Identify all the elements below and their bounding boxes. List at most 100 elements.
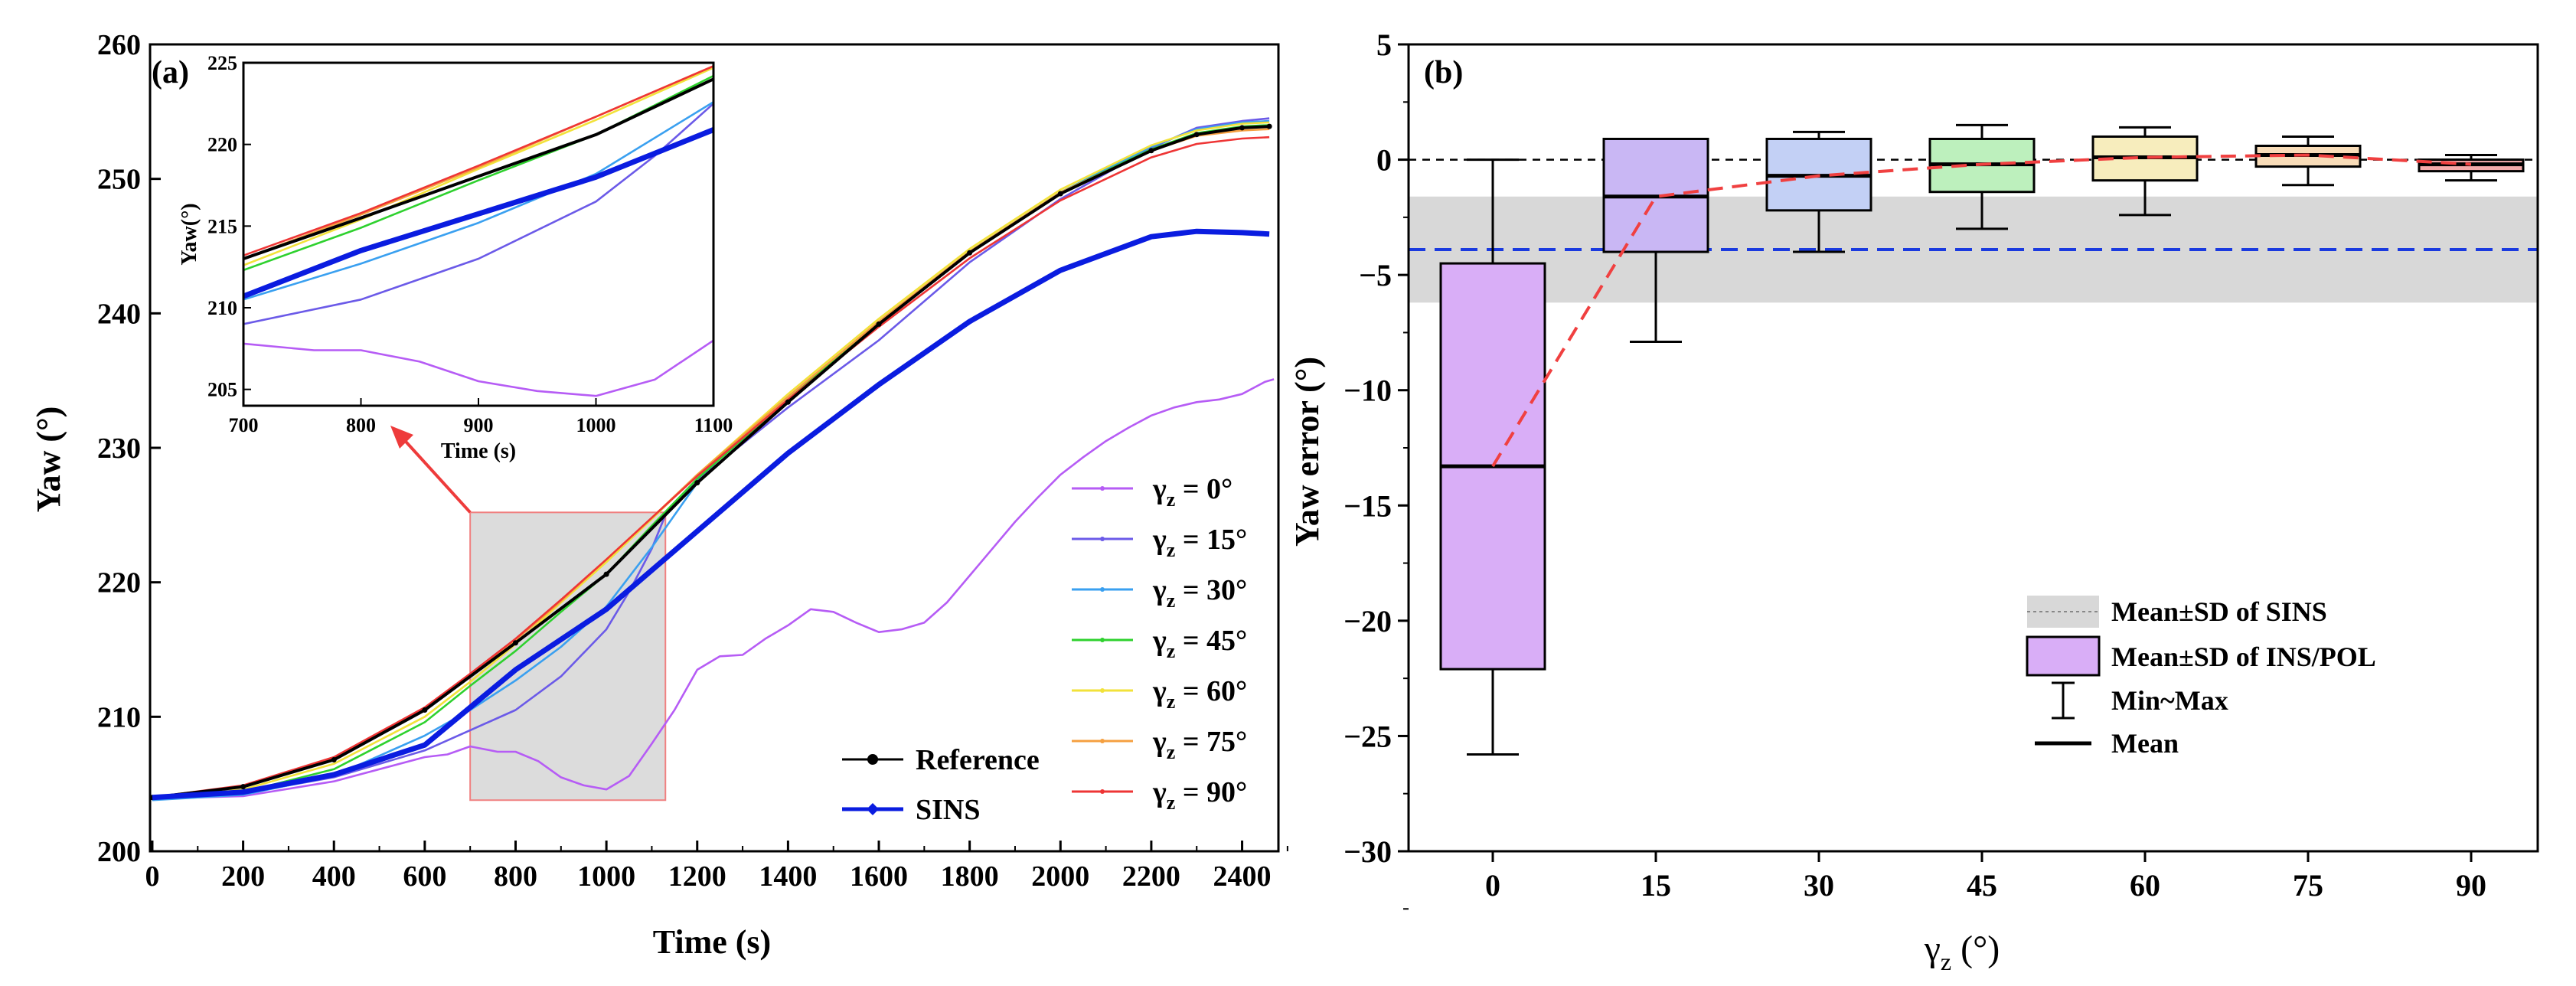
legend-marker-gamma-3	[1100, 638, 1105, 642]
y-tick-label-b: 0	[1376, 143, 1392, 178]
x-tick-label-a: 2000	[1031, 860, 1089, 893]
reference-point	[967, 250, 973, 256]
y-tick-label-b: −5	[1359, 258, 1392, 292]
inset-y-title: Yaw(°)	[178, 203, 201, 265]
series-line-8	[152, 135, 1270, 798]
panel-a-label: (a)	[152, 55, 189, 90]
y-tick-label-b: −25	[1344, 719, 1392, 753]
y-tick-label-b: −10	[1344, 374, 1392, 408]
reference-point	[876, 321, 882, 327]
y-tick-label-b: −20	[1344, 604, 1392, 638]
x-tick-label-b: 15	[1641, 868, 1671, 903]
inset-y-tick-label: 205	[207, 379, 237, 401]
mean-trend-line	[1491, 153, 2472, 468]
legend-label-gamma: γz = 45°	[1152, 625, 1247, 662]
reference-point	[331, 757, 337, 763]
y-tick-label-a: 250	[97, 164, 141, 196]
reference-point	[512, 640, 518, 646]
x-tick-label-a: 200	[221, 860, 265, 893]
series-line-2	[152, 378, 1275, 800]
x-tick-label-b: 90	[2456, 868, 2486, 903]
legend-label-gamma: γz = 75°	[1152, 726, 1247, 763]
inset-x-tick-label: 1100	[694, 414, 733, 436]
inset-series-line-3	[243, 102, 713, 325]
panel-b-marks: 5 0 −5 −10 −15 −20 −25 −30 0 15 30 45 60 75 90 Mean±SD …	[1344, 28, 2539, 910]
legend-label-gamma: γz = 15°	[1152, 524, 1247, 561]
y-tick-label-a: 260	[97, 29, 141, 61]
inset-series-line-1	[243, 126, 713, 299]
x-tick-label-a: 1400	[759, 860, 817, 893]
x-tick-label-b: 45	[1967, 868, 1997, 903]
inset-x-tick-label: 800	[346, 414, 376, 436]
x-tick-label-b: 30	[1804, 868, 1834, 903]
y-tick-label-b: −15	[1344, 488, 1392, 523]
inset-series-line-2	[243, 339, 713, 397]
legend-label-gamma: γz = 0°	[1152, 473, 1232, 511]
x-tick-label-a: 1800	[941, 860, 999, 893]
box-90	[2418, 154, 2525, 182]
legend-marker-gamma-1	[1100, 537, 1105, 541]
x-tick-label-b: 60	[2130, 868, 2160, 903]
legend-label-b: Mean±SD of INS/POL	[2111, 642, 2376, 672]
y-axis-title-b: Yaw error (°)	[1288, 357, 1326, 547]
legend-swatch-inspol	[2026, 635, 2101, 677]
legend-label-b: Mean±SD of SINS	[2111, 596, 2327, 627]
x-tick-label-a: 1000	[577, 860, 635, 893]
x-axis-title-a: Time (s)	[653, 923, 771, 961]
x-tick-label-a: 2200	[1122, 860, 1180, 893]
reference-point	[785, 399, 791, 405]
reference-point	[1266, 123, 1272, 129]
box-15	[1602, 137, 1709, 343]
reference-point	[240, 784, 246, 790]
inset-y-tick-label: 225	[207, 52, 237, 74]
panel-a-marks: 0 200 400 600 800 1000 1200 1400 1600 1800 2000 220…	[97, 29, 1288, 893]
legend-label-a: SINS	[916, 794, 981, 826]
legend-label-gamma: γz = 30°	[1152, 574, 1247, 612]
x-axis-title-b: γz (°)	[1924, 929, 2000, 975]
legend-label-b: Mean	[2111, 728, 2179, 759]
reference-point	[1148, 148, 1154, 154]
x-tick-label-a: 2400	[1213, 860, 1272, 893]
reference-point	[1057, 191, 1063, 197]
legend-swatch-sins	[2027, 596, 2099, 628]
y-axis-title-a: Yaw (°)	[30, 406, 67, 513]
x-tick-label-a: 800	[494, 860, 537, 893]
inset-series-line-6	[243, 66, 713, 266]
y-tick-label-b: 5	[1376, 28, 1392, 62]
zoom-arrow	[398, 433, 472, 514]
legend-label-b: Min~Max	[2111, 685, 2228, 716]
series-line-1	[152, 228, 1270, 801]
panel-b-label: (b)	[1424, 55, 1463, 90]
x-tick-label-a: 400	[312, 860, 356, 893]
inset-y-tick-label: 215	[207, 215, 237, 237]
reference-point	[422, 707, 428, 713]
panel-b: 5 0 −5 −10 −15 −20 −25 −30 0 15 30 45 60 75 90 Mean±SD …	[1288, 28, 2539, 975]
legend-marker-gamma-2	[1100, 587, 1105, 592]
x-tick-label-b: 75	[2293, 868, 2323, 903]
y-tick-label-a: 220	[97, 567, 141, 599]
reference-point	[603, 571, 609, 577]
inset-x-tick-label: 700	[229, 414, 259, 436]
legend-marker-gamma-0	[1100, 486, 1105, 491]
x-tick-label-a: 1200	[668, 860, 726, 893]
y-tick-label-b: −30	[1344, 834, 1392, 869]
inset-series-line-4	[243, 100, 713, 301]
inset-series-line-0	[243, 77, 713, 261]
y-tick-label-a: 240	[97, 298, 141, 330]
inset-series-line-8	[243, 64, 713, 257]
legend-marker-gamma-5	[1100, 739, 1105, 743]
inset-x-title: Time (s)	[441, 439, 516, 463]
inset-series	[243, 64, 713, 397]
box-75	[2254, 135, 2362, 187]
reference-point	[1193, 132, 1200, 138]
zoom-arrowhead	[390, 426, 413, 449]
legend-marker-gamma-6	[1100, 789, 1105, 794]
y-tick-label-a: 200	[97, 836, 141, 868]
inset-y-tick-label: 220	[207, 134, 237, 156]
legend-marker-gamma-4	[1100, 688, 1105, 693]
inset-y-tick-label: 210	[207, 297, 237, 319]
legend-label-a: Reference	[916, 744, 1040, 776]
inset-series-line-7	[243, 64, 713, 260]
legend-marker-0	[867, 754, 878, 765]
